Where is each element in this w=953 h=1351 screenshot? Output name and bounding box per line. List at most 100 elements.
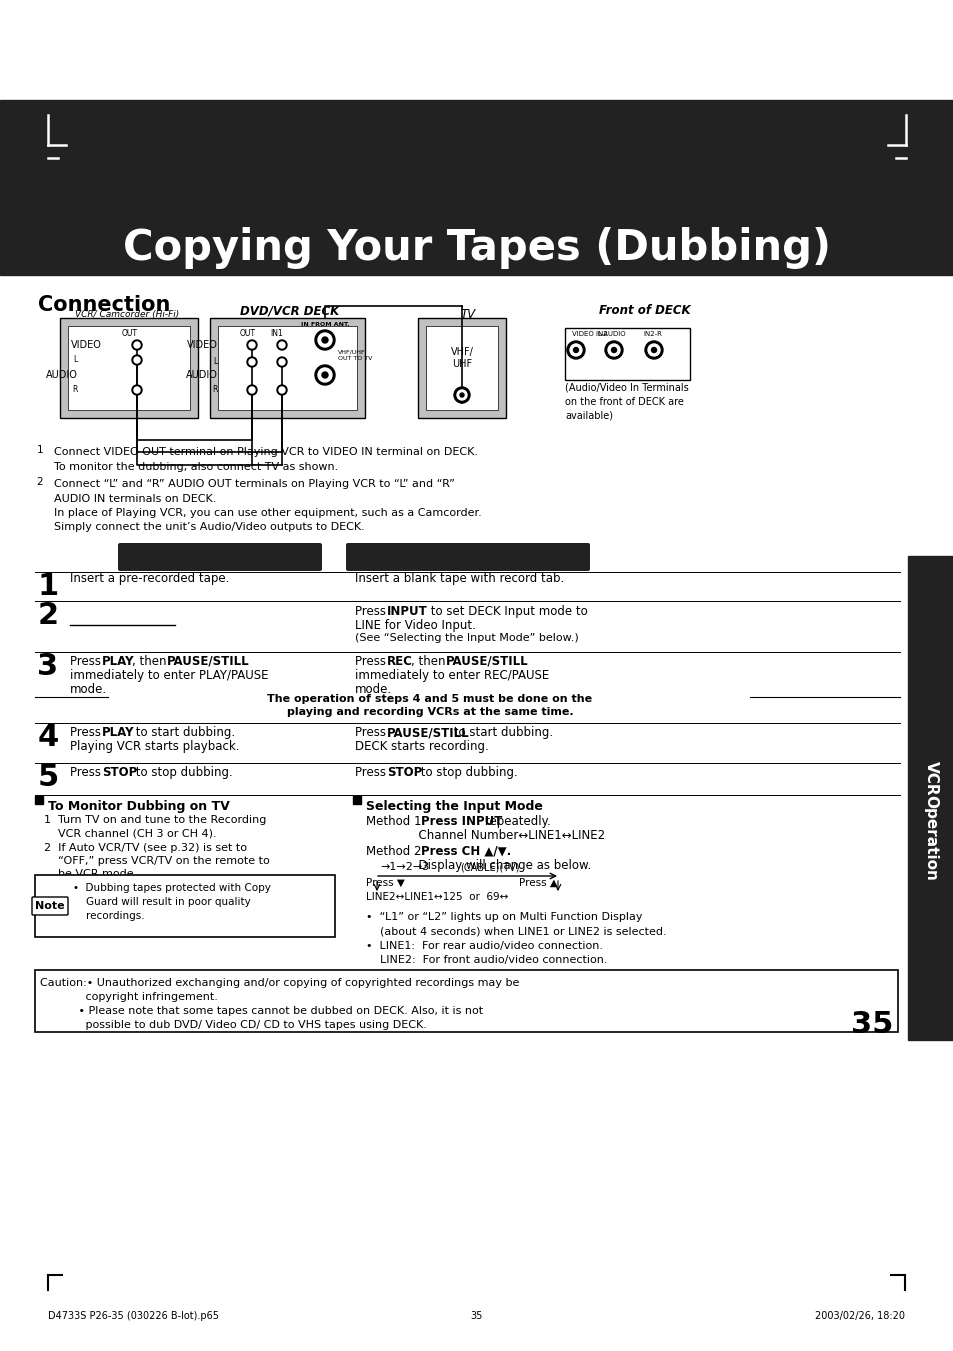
Text: VHF/
UHF: VHF/ UHF [450, 347, 473, 369]
Circle shape [459, 393, 463, 397]
Text: VIDEO: VIDEO [187, 340, 218, 350]
Text: (See “Selecting the Input Mode” below.): (See “Selecting the Input Mode” below.) [355, 634, 578, 643]
Text: Press: Press [355, 655, 390, 667]
Bar [35, 875, 335, 938]
Circle shape [132, 385, 142, 394]
Text: To monitor the dubbing, also connect TV as shown.: To monitor the dubbing, also connect TV … [54, 462, 338, 471]
Text: Operation: Operation [923, 794, 938, 881]
Text: immediately to enter REC/PAUSE: immediately to enter REC/PAUSE [355, 669, 549, 682]
Circle shape [569, 345, 581, 357]
Circle shape [249, 386, 254, 393]
Text: DVD/VCR DECK: DVD/VCR DECK [240, 304, 339, 317]
Text: VCR channel (CH 3 or CH 4).: VCR channel (CH 3 or CH 4). [44, 828, 216, 838]
Text: to set DECK Input mode to: to set DECK Input mode to [427, 605, 587, 617]
Text: Display will change as below.: Display will change as below. [366, 859, 591, 871]
Text: Press: Press [70, 766, 105, 780]
Text: PAUSE/STILL: PAUSE/STILL [387, 725, 469, 739]
Text: 1: 1 [37, 571, 58, 601]
Text: 1: 1 [36, 444, 43, 455]
Text: D4733S P26-35 (030226 B-lot).p65: D4733S P26-35 (030226 B-lot).p65 [48, 1310, 219, 1321]
Text: 5: 5 [37, 763, 58, 792]
Text: •  “L1” or “L2” lights up on Multi Function Display: • “L1” or “L2” lights up on Multi Functi… [366, 912, 641, 921]
Text: In place of Playing VCR, you can use other equipment, such as a Camcorder.: In place of Playing VCR, you can use oth… [54, 508, 481, 517]
Circle shape [317, 367, 332, 382]
Text: , then: , then [411, 655, 449, 667]
Text: Playing VCR starts playback.: Playing VCR starts playback. [70, 740, 239, 753]
Text: “OFF,” press VCR/TV on the remote to: “OFF,” press VCR/TV on the remote to [44, 857, 270, 866]
Text: VIDEO IN2: VIDEO IN2 [572, 331, 607, 336]
Text: OUT: OUT [122, 328, 138, 338]
Circle shape [133, 342, 140, 349]
Text: Insert a pre-recorded tape.: Insert a pre-recorded tape. [70, 571, 229, 585]
Text: Caution:• Unauthorized exchanging and/or copying of copyrighted recordings may b: Caution:• Unauthorized exchanging and/or… [40, 978, 518, 1029]
Text: AUDIO: AUDIO [46, 370, 78, 380]
Circle shape [314, 330, 335, 350]
Circle shape [566, 340, 584, 359]
Circle shape [454, 386, 470, 403]
Text: Insert a blank tape with record tab.: Insert a blank tape with record tab. [355, 571, 563, 585]
Text: , then: , then [132, 655, 170, 667]
Text: STOP: STOP [387, 766, 422, 780]
Bar [564, 328, 689, 380]
Circle shape [644, 340, 662, 359]
Text: be VCR mode.: be VCR mode. [44, 869, 137, 880]
Text: immediately to enter PLAY/PAUSE: immediately to enter PLAY/PAUSE [70, 669, 268, 682]
Text: to start dubbing.: to start dubbing. [132, 725, 234, 739]
Text: VCR/ Camcorder (Hi-Fi): VCR/ Camcorder (Hi-Fi) [75, 311, 179, 319]
Circle shape [322, 372, 328, 378]
Circle shape [573, 347, 578, 353]
Text: The operation of steps 4 and 5 must be done on the: The operation of steps 4 and 5 must be d… [267, 694, 592, 704]
FancyBboxPatch shape [32, 897, 68, 915]
Text: DECK starts recording.: DECK starts recording. [355, 740, 488, 753]
Circle shape [651, 347, 656, 353]
Circle shape [322, 336, 328, 343]
Bar [417, 317, 505, 417]
Text: 1  Turn TV on and tune to the Recording: 1 Turn TV on and tune to the Recording [44, 815, 266, 825]
Text: LINE2:  For front audio/video connection.: LINE2: For front audio/video connection. [366, 955, 607, 965]
Text: Press: Press [355, 725, 390, 739]
Text: PLAY: PLAY [102, 725, 134, 739]
Text: 4: 4 [37, 723, 58, 753]
Text: (about 4 seconds) when LINE1 or LINE2 is selected.: (about 4 seconds) when LINE1 or LINE2 is… [366, 925, 666, 936]
Text: playing and recording VCRs at the same time.: playing and recording VCRs at the same t… [287, 707, 573, 717]
Text: 2: 2 [36, 477, 43, 486]
Text: 2003/02/26, 18:20: 2003/02/26, 18:20 [814, 1310, 904, 1321]
Text: Playing (Source) VCR: Playing (Source) VCR [140, 528, 299, 542]
Circle shape [249, 342, 254, 349]
Circle shape [133, 357, 140, 363]
Text: Press ▼: Press ▼ [366, 878, 404, 888]
Text: LINE for Video Input.: LINE for Video Input. [355, 619, 476, 632]
Circle shape [30, 473, 49, 490]
Circle shape [133, 386, 140, 393]
Text: AUDIO: AUDIO [186, 370, 218, 380]
Text: Copying Your Tapes (Dubbing): Copying Your Tapes (Dubbing) [123, 227, 830, 269]
Text: Press INPUT: Press INPUT [420, 815, 502, 828]
Text: OUT: OUT [240, 328, 255, 338]
Text: (CABLE)(TV): (CABLE)(TV) [459, 862, 519, 871]
Text: to start dubbing.: to start dubbing. [450, 725, 553, 739]
Bar [218, 326, 356, 409]
Circle shape [604, 340, 622, 359]
Circle shape [247, 340, 256, 350]
Text: to stop dubbing.: to stop dubbing. [416, 766, 517, 780]
Text: IN1: IN1 [271, 328, 283, 338]
Circle shape [314, 365, 335, 385]
FancyBboxPatch shape [346, 543, 589, 571]
Circle shape [456, 390, 467, 400]
Text: PAUSE/STILL: PAUSE/STILL [167, 655, 250, 667]
Text: Recording (Editing) DECK: Recording (Editing) DECK [373, 528, 562, 542]
Bar [353, 796, 360, 804]
Text: Channel Number↔LINE1↔LINE2: Channel Number↔LINE1↔LINE2 [366, 830, 604, 842]
Circle shape [132, 340, 142, 350]
Text: IN FROM ANT.: IN FROM ANT. [300, 323, 349, 327]
Circle shape [249, 359, 254, 365]
Text: 3: 3 [37, 653, 58, 681]
Circle shape [611, 347, 616, 353]
Circle shape [247, 357, 256, 367]
Text: PLAY: PLAY [102, 655, 134, 667]
Bar [0, 100, 953, 276]
Text: IN2-R: IN2-R [643, 331, 661, 336]
Text: Note: Note [35, 901, 65, 911]
Text: 2  If Auto VCR/TV (see p.32) is set to: 2 If Auto VCR/TV (see p.32) is set to [44, 843, 247, 852]
Text: INPUT: INPUT [387, 605, 427, 617]
